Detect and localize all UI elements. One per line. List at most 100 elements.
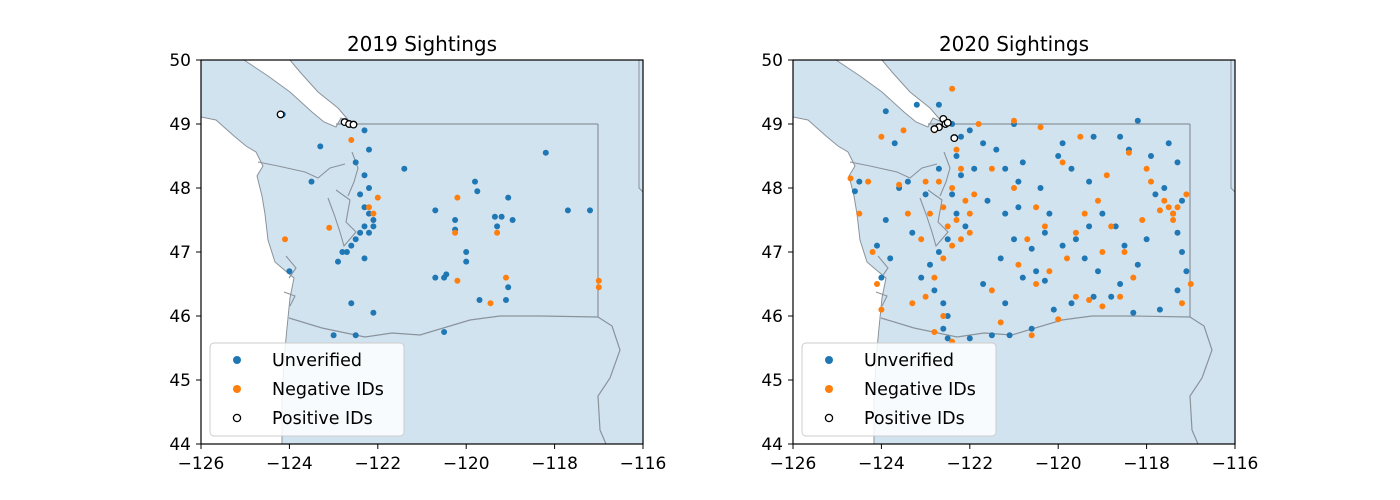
x-tick-label: −120 bbox=[443, 454, 490, 474]
negative-id-point bbox=[1165, 204, 1172, 211]
negative-id-point bbox=[1187, 281, 1194, 287]
y-tick-label: 45 bbox=[761, 371, 783, 391]
negative-id-point bbox=[874, 281, 880, 287]
y-tick-label: 44 bbox=[761, 435, 783, 455]
unverified-point bbox=[361, 172, 368, 179]
x-tick-label: −124 bbox=[266, 454, 313, 474]
negative-id-point bbox=[904, 210, 911, 217]
legend-label-negative: Negative IDs bbox=[272, 380, 384, 400]
unverified-point bbox=[935, 165, 942, 172]
y-tick-label: 49 bbox=[761, 115, 783, 135]
unverified-point bbox=[997, 255, 1004, 262]
negative-id-point bbox=[454, 194, 461, 201]
negative-id-point bbox=[1139, 217, 1146, 223]
unverified-point bbox=[949, 191, 956, 198]
unverified-point bbox=[1134, 261, 1141, 268]
negative-id-point bbox=[1072, 293, 1079, 300]
unverified-point bbox=[505, 284, 512, 291]
negative-id-point bbox=[487, 300, 494, 307]
unverified-point bbox=[882, 108, 889, 115]
unverified-point bbox=[1068, 165, 1075, 172]
unverified-point bbox=[1028, 325, 1035, 332]
positive-id-point bbox=[349, 120, 358, 129]
negative-id-point bbox=[1183, 191, 1190, 198]
unverified-point bbox=[472, 178, 478, 185]
unverified-point bbox=[1050, 306, 1057, 313]
negative-id-point bbox=[494, 229, 501, 236]
unverified-point bbox=[1161, 185, 1168, 191]
unverified-point bbox=[918, 274, 925, 281]
unverified-point bbox=[352, 159, 359, 166]
y-tick-label: 49 bbox=[169, 115, 191, 135]
unverified-point bbox=[1112, 223, 1119, 230]
unverified-point bbox=[953, 210, 960, 217]
negative-id-point bbox=[988, 287, 995, 294]
unverified-point bbox=[1041, 229, 1048, 236]
unverified-point bbox=[993, 146, 1000, 153]
legend-box bbox=[801, 342, 997, 437]
unverified-point bbox=[564, 207, 571, 214]
unverified-point bbox=[339, 249, 346, 255]
unverified-point bbox=[491, 213, 498, 220]
negative-id-point bbox=[931, 329, 938, 335]
negative-id-point bbox=[1170, 210, 1177, 217]
points-layer bbox=[847, 85, 1194, 345]
y-tick-label: 48 bbox=[169, 179, 191, 199]
unverified-point bbox=[851, 188, 858, 195]
negative-id-point bbox=[1117, 293, 1124, 300]
unverified-point bbox=[443, 271, 450, 278]
unverified-point bbox=[1099, 210, 1106, 217]
unverified-point bbox=[542, 149, 549, 156]
unverified-point bbox=[366, 185, 372, 191]
negative-id-point bbox=[958, 165, 964, 172]
negative-id-point bbox=[953, 146, 960, 153]
unverified-point bbox=[366, 146, 372, 153]
negative-id-point bbox=[940, 313, 947, 319]
panel-title: 2020 Sightings bbox=[939, 32, 1089, 56]
unverified-point bbox=[505, 194, 512, 201]
unverified-point bbox=[1121, 242, 1128, 249]
unverified-point bbox=[474, 188, 481, 195]
y-tick-label: 47 bbox=[169, 243, 191, 263]
unverified-point bbox=[286, 268, 293, 275]
unverified-point bbox=[317, 143, 324, 150]
unverified-point bbox=[366, 210, 372, 217]
legend-marker-unverified bbox=[825, 356, 833, 364]
coastline-detail bbox=[257, 151, 359, 307]
negative-id-point bbox=[1015, 261, 1022, 268]
unverified-point bbox=[1015, 204, 1022, 211]
negative-id-point bbox=[1108, 223, 1115, 230]
unverified-point bbox=[1055, 153, 1062, 159]
unverified-point bbox=[452, 217, 459, 223]
unverified-point bbox=[980, 140, 987, 147]
border-oregon-idaho bbox=[1189, 316, 1213, 444]
negative-id-point bbox=[1125, 149, 1132, 156]
unverified-point bbox=[1037, 185, 1044, 191]
y-tick-label: 48 bbox=[761, 179, 783, 199]
negative-id-point bbox=[1024, 236, 1031, 243]
unverified-point bbox=[958, 172, 964, 179]
unverified-point bbox=[503, 297, 509, 303]
y-tick-label: 44 bbox=[169, 435, 191, 455]
unverified-point bbox=[1090, 133, 1097, 140]
unverified-point bbox=[1059, 140, 1066, 147]
unverified-point bbox=[357, 229, 364, 236]
negative-id-point bbox=[878, 133, 885, 140]
unverified-point bbox=[352, 236, 359, 243]
legend-label-unverified: Unverified bbox=[864, 351, 954, 371]
unverified-point bbox=[1033, 268, 1040, 275]
negative-id-point bbox=[1033, 281, 1040, 287]
border-oregon-river bbox=[288, 315, 599, 338]
negative-id-point bbox=[282, 236, 288, 243]
unverified-point bbox=[366, 229, 372, 236]
unverified-point bbox=[944, 313, 951, 319]
coastline-detail bbox=[849, 151, 951, 307]
unverified-point bbox=[940, 300, 947, 307]
legend-label-positive: Positive IDs bbox=[864, 409, 965, 429]
legend-label-negative: Negative IDs bbox=[864, 380, 976, 400]
y-axis: 44 45 46 47 48 49 50 bbox=[761, 51, 793, 455]
x-tick-label: −118 bbox=[1123, 454, 1170, 474]
negative-id-point bbox=[1086, 297, 1093, 303]
y-tick-label: 47 bbox=[761, 243, 783, 263]
unverified-point bbox=[1015, 178, 1022, 185]
